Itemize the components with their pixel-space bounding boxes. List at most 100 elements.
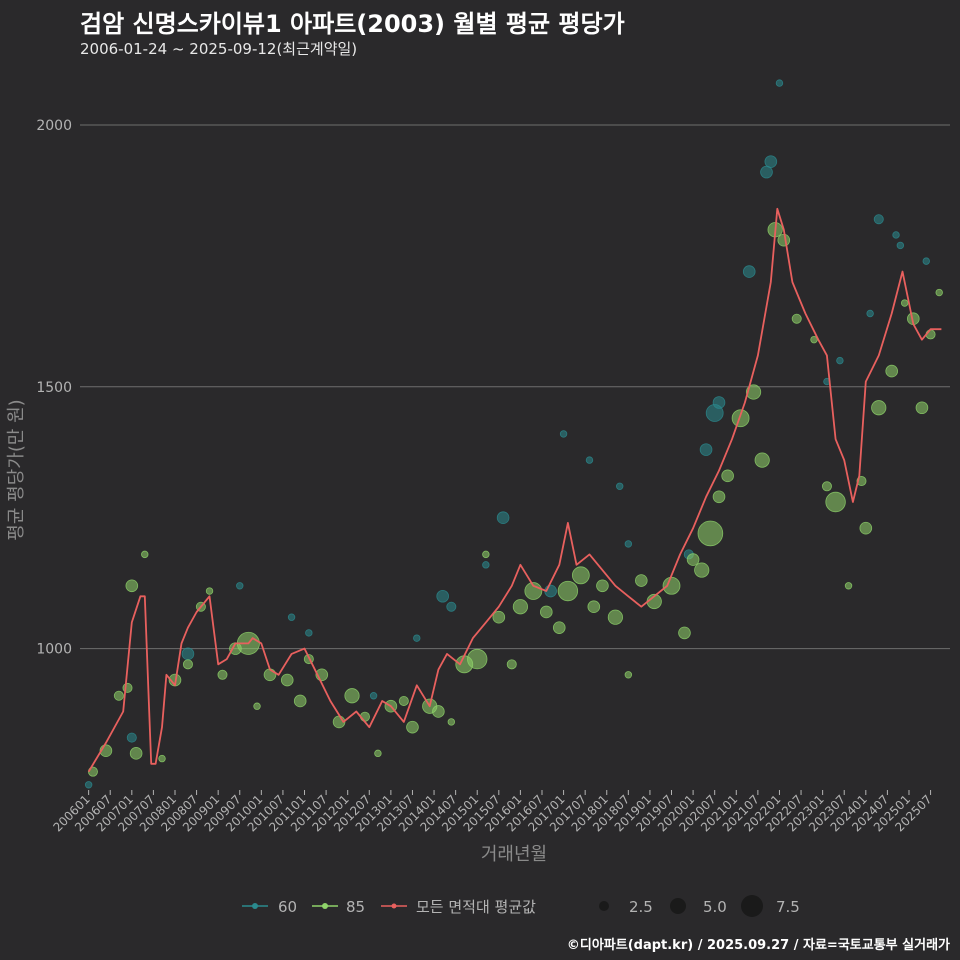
series-85-point <box>859 521 873 535</box>
series-60-point <box>84 781 93 789</box>
series-85-point <box>141 550 149 559</box>
series-85-point <box>447 718 456 726</box>
series-85-point <box>293 694 307 708</box>
series-60-point <box>482 561 490 569</box>
series-60-point <box>922 257 930 265</box>
series-85-point <box>821 481 832 492</box>
y-tick-label-1000: 1000 <box>36 642 72 658</box>
y-tick-label-1500: 1500 <box>36 380 72 396</box>
series-60-point <box>436 589 449 603</box>
series-60-point <box>742 265 756 278</box>
legend-item-average: 모든 면적대 평균값 <box>381 898 536 916</box>
series-85-point <box>885 364 899 378</box>
series-85-point <box>540 605 553 619</box>
series-85-point <box>158 754 166 763</box>
legend-item-60: 60 <box>242 898 297 916</box>
series-60-point <box>699 443 713 456</box>
series-85-point <box>678 626 691 640</box>
series-85-point <box>398 695 409 706</box>
series-60-point <box>712 396 726 409</box>
legend-size-small: 2.5 <box>599 898 653 916</box>
series-85-point <box>552 621 566 634</box>
series-85-point <box>129 747 143 760</box>
series-85-point <box>745 384 762 400</box>
y-axis-title: 평균 평당가(만 원) <box>6 399 27 540</box>
series-85-point <box>217 669 228 680</box>
series-60-point <box>446 601 457 612</box>
series-85-point <box>900 299 909 307</box>
series-85-point <box>791 313 802 324</box>
series-85-point <box>662 576 681 595</box>
series-85-point <box>634 574 648 587</box>
series-85-point <box>512 599 528 615</box>
legend: 60 85 모든 면적대 평균값 2.5 5.0 7.5 <box>242 895 800 917</box>
series-85-point <box>571 566 590 585</box>
legend-label-average: 모든 면적대 평균값 <box>416 898 536 916</box>
series-60-point <box>126 732 137 743</box>
legend-size-medium: 5.0 <box>670 898 727 916</box>
series-85-point <box>125 579 139 593</box>
legend-item-85: 85 <box>312 898 365 916</box>
series-60-point <box>616 482 624 490</box>
source-credit: ©디아파트(dapt.kr) / 2025.09.27 / 자료=국토교통부 실… <box>566 938 950 953</box>
legend-size-label-large: 7.5 <box>776 898 800 916</box>
series-60-point <box>413 634 421 642</box>
series-85-point <box>506 659 517 670</box>
series-85-point <box>596 579 609 593</box>
series-85-point <box>871 400 887 416</box>
series-60-point <box>896 241 905 250</box>
series-85-point <box>557 580 579 602</box>
series-60-point <box>369 692 378 700</box>
average-line-layer <box>87 207 942 773</box>
series-60-point <box>866 309 874 318</box>
series-85-point <box>182 659 193 670</box>
series-85-point <box>587 600 601 614</box>
series-60-point <box>287 613 296 621</box>
series-85-point <box>482 550 490 559</box>
legend-label-60: 60 <box>278 898 297 916</box>
series-85-point <box>721 469 734 483</box>
series-85-point <box>344 688 360 704</box>
series-60-point <box>559 430 568 438</box>
series-85-point <box>467 648 488 670</box>
series-85-point <box>432 705 445 718</box>
series-85-point <box>607 609 623 625</box>
series-85-point <box>915 401 929 415</box>
legend-label-85: 85 <box>346 898 365 916</box>
x-axis-title: 거래년월 <box>481 844 547 865</box>
series-85-point <box>825 491 846 513</box>
series-85-point <box>280 673 294 687</box>
series-60-point <box>585 456 594 464</box>
series-60-point <box>836 356 844 365</box>
series-85-point <box>406 720 419 734</box>
chart-subtitle: 2006-01-24 ~ 2025-09-12(최근계약일) <box>80 40 358 58</box>
series-60-points <box>84 79 930 789</box>
series-60-point <box>496 511 510 525</box>
series-85-point <box>777 233 791 247</box>
legend-size-label-medium: 5.0 <box>703 898 727 916</box>
series-60-point <box>892 231 900 239</box>
grid-layer <box>80 124 950 650</box>
legend-size-large: 7.5 <box>741 895 800 917</box>
series-60-point <box>305 629 313 637</box>
series-85-point <box>694 562 710 578</box>
series-85-point <box>844 582 853 590</box>
series-85-point <box>205 587 214 595</box>
series-85-point <box>263 668 277 682</box>
series-85-point <box>712 490 726 504</box>
series-85-point <box>492 610 506 624</box>
series-85-point <box>113 690 124 701</box>
series-85-point <box>253 702 261 710</box>
series-60-point <box>760 165 773 179</box>
series-60-point <box>873 214 884 225</box>
series-60-point <box>764 155 778 168</box>
series-85-point <box>697 520 724 547</box>
y-tick-label-2000: 2000 <box>36 118 72 134</box>
series-60-point <box>181 647 195 661</box>
series-85-point <box>754 452 770 468</box>
series-60-point <box>624 540 633 548</box>
legend-size-label-small: 2.5 <box>629 898 653 916</box>
series-60-point <box>236 582 244 590</box>
series-85-point <box>624 671 633 679</box>
